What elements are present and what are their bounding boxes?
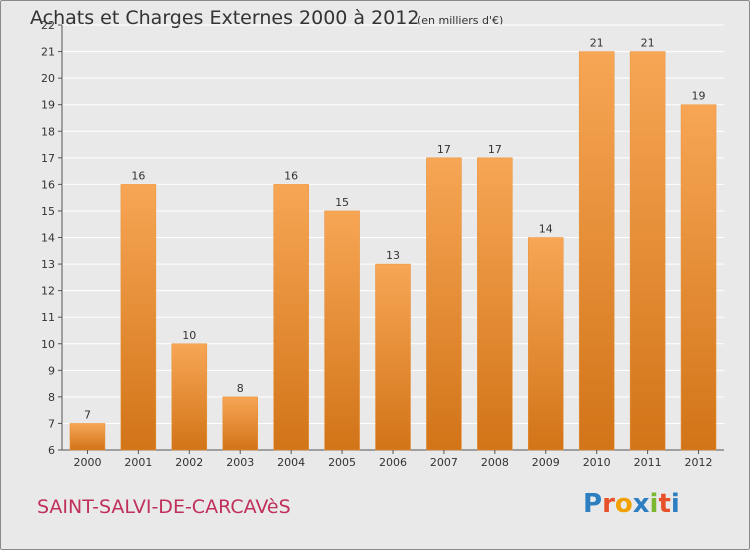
data-label: 8 (237, 382, 244, 395)
y-tick-label: 17 (41, 152, 55, 165)
proxiti-logo: Proxiti (583, 489, 680, 519)
chart-title: Achats et Charges Externes 2000 à 2012 (30, 7, 420, 29)
bar (69, 423, 106, 451)
data-label: 15 (335, 196, 349, 209)
logo-letter: t (658, 489, 671, 519)
chart-subtitle: (en milliers d'€) (417, 14, 504, 27)
y-tick-label: 9 (48, 364, 55, 377)
logo-letter: P (583, 489, 603, 519)
y-tick-label: 14 (41, 232, 55, 245)
x-tick-label: 2000 (73, 456, 101, 469)
x-tick-label: 2006 (379, 456, 407, 469)
data-label: 16 (284, 169, 298, 182)
bar (324, 210, 360, 451)
x-tick-label: 2010 (583, 456, 611, 469)
y-tick-label: 8 (48, 391, 55, 404)
logo-letter: o (614, 489, 633, 519)
logo-letter: i (670, 489, 680, 519)
bar (375, 263, 411, 451)
x-tick-label: 2003 (226, 456, 254, 469)
y-tick-label: 11 (41, 311, 55, 324)
y-tick-label: 15 (41, 205, 55, 218)
logo-letter: x (632, 489, 650, 519)
y-tick-label: 22 (41, 19, 55, 32)
bar (629, 51, 666, 451)
logo-letter: r (602, 489, 615, 519)
bar (171, 343, 208, 451)
y-tick-label: 6 (48, 444, 55, 457)
bar (528, 237, 564, 451)
bar (222, 396, 258, 451)
bar (578, 51, 615, 451)
x-tick-label: 2007 (430, 456, 458, 469)
data-label: 13 (386, 249, 400, 262)
data-label: 14 (539, 223, 553, 236)
y-tick-label: 20 (41, 72, 55, 85)
data-label: 21 (590, 37, 604, 50)
bar (680, 104, 717, 451)
y-tick-label: 21 (41, 46, 55, 59)
y-tick-label: 12 (41, 285, 55, 298)
y-tick-label: 18 (41, 125, 55, 138)
data-label: 17 (437, 143, 451, 156)
bar (120, 184, 157, 451)
logo-letter: i (649, 489, 659, 519)
x-tick-label: 2012 (685, 456, 713, 469)
y-tick-label: 19 (41, 99, 55, 112)
y-tick-label: 10 (41, 338, 55, 351)
x-tick-label: 2011 (634, 456, 662, 469)
bar (426, 157, 462, 451)
data-label: 17 (488, 143, 502, 156)
data-label: 21 (641, 37, 655, 50)
data-label: 7 (84, 408, 91, 421)
y-tick-label: 7 (48, 417, 55, 430)
x-tick-label: 2005 (328, 456, 356, 469)
x-tick-label: 2009 (532, 456, 560, 469)
bar (477, 157, 513, 451)
bar (273, 184, 309, 451)
commune-name: SAINT-SALVI-DE-CARCAVèS (37, 496, 291, 518)
y-tick-label: 13 (41, 258, 55, 271)
data-label: 16 (131, 169, 145, 182)
data-label: 19 (692, 90, 706, 103)
y-tick-label: 16 (41, 178, 55, 191)
x-tick-label: 2008 (481, 456, 509, 469)
x-tick-label: 2001 (124, 456, 152, 469)
x-tick-label: 2002 (175, 456, 203, 469)
data-label: 10 (182, 329, 196, 342)
x-tick-label: 2004 (277, 456, 305, 469)
